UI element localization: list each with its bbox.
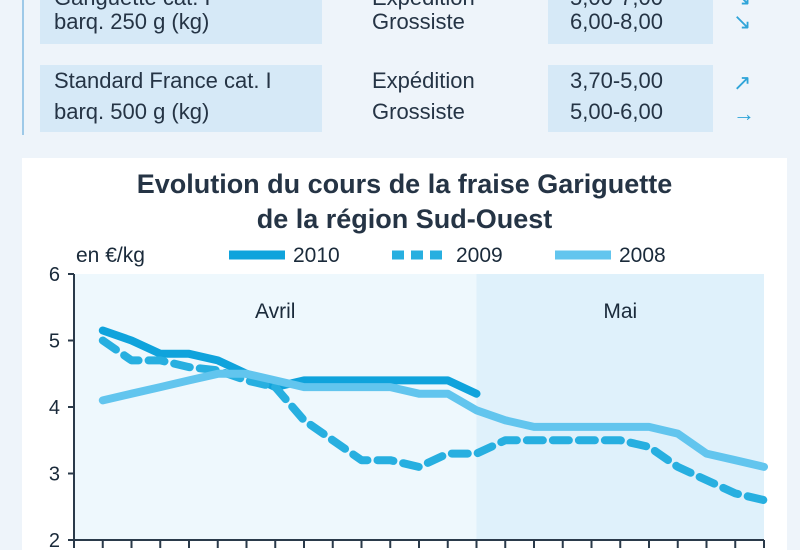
series-line-2009 bbox=[98, 336, 768, 505]
table-left-rule bbox=[22, 0, 24, 135]
stage-label: Grossiste bbox=[372, 99, 465, 124]
price-cell: 5,00-7,00 6,00-8,00 bbox=[548, 0, 713, 44]
down-right-arrow-icon: ↘ bbox=[733, 0, 751, 10]
product-packaging: barq. 500 g (kg) bbox=[54, 99, 210, 124]
legend-label-2010: 2010 bbox=[293, 244, 340, 267]
chart-panel: Evolution du cours de la fraise Gariguet… bbox=[22, 158, 787, 550]
price-cell: 3,70-5,00 5,00-6,00 bbox=[548, 65, 713, 132]
stage-label: Expédition bbox=[372, 68, 475, 93]
y-tick-label: 6 bbox=[49, 264, 60, 286]
product-cell: Gariguette cat. I barq. 250 g (kg) bbox=[40, 0, 322, 44]
product-cell: Standard France cat. I barq. 500 g (kg) bbox=[40, 65, 322, 132]
y-axis-label: en €/kg bbox=[76, 244, 145, 267]
stage-cell: Expédition Grossiste bbox=[322, 65, 548, 132]
series-line-2008 bbox=[98, 369, 768, 471]
y-tick-label: 4 bbox=[49, 397, 60, 419]
trend-cell: ↘ ↘ bbox=[713, 0, 792, 44]
price-evolution-chart: Avril Mai 2 3 4 5 6 en €/kg 2010 2009 2008 bbox=[49, 244, 768, 550]
chart-subtitle: de la région Sud-Ouest bbox=[256, 204, 553, 234]
product-name: Gariguette cat. I bbox=[54, 0, 211, 10]
product-name: Standard France cat. I bbox=[54, 68, 272, 93]
down-right-arrow-icon: ↘ bbox=[733, 9, 752, 34]
product-packaging: barq. 250 g (kg) bbox=[54, 9, 210, 34]
trend-cell: ↗ → bbox=[713, 65, 792, 132]
up-right-arrow-icon: ↗ bbox=[733, 70, 752, 95]
y-tick-label: 5 bbox=[49, 331, 60, 353]
table-row-gariguette: Gariguette cat. I barq. 250 g (kg) Expéd… bbox=[40, 0, 792, 44]
price-range: 5,00-6,00 bbox=[570, 99, 663, 124]
period-band-mai bbox=[476, 274, 764, 540]
price-range: 5,00-7,00 bbox=[570, 0, 663, 10]
stage-label: Grossiste bbox=[372, 9, 465, 34]
price-table: Gariguette cat. I barq. 250 g (kg) Expéd… bbox=[22, 0, 792, 135]
legend-label-2008: 2008 bbox=[619, 244, 666, 267]
right-arrow-icon: → bbox=[733, 101, 755, 126]
stage-label: Expédition bbox=[372, 0, 475, 10]
y-tick-label: 3 bbox=[49, 464, 60, 486]
price-range: 6,00-8,00 bbox=[570, 9, 663, 34]
period-label: Mai bbox=[603, 300, 637, 323]
stage-cell: Expédition Grossiste bbox=[322, 0, 548, 44]
period-band-avril bbox=[74, 274, 477, 540]
table-row-standard: Standard France cat. I barq. 500 g (kg) … bbox=[40, 65, 792, 132]
chart-title: Evolution du cours de la fraise Gariguet… bbox=[136, 169, 673, 199]
legend-label-2009: 2009 bbox=[456, 244, 503, 267]
price-range: 3,70-5,00 bbox=[570, 68, 663, 93]
y-tick-label: 2 bbox=[49, 530, 60, 550]
period-label: Avril bbox=[255, 300, 295, 323]
